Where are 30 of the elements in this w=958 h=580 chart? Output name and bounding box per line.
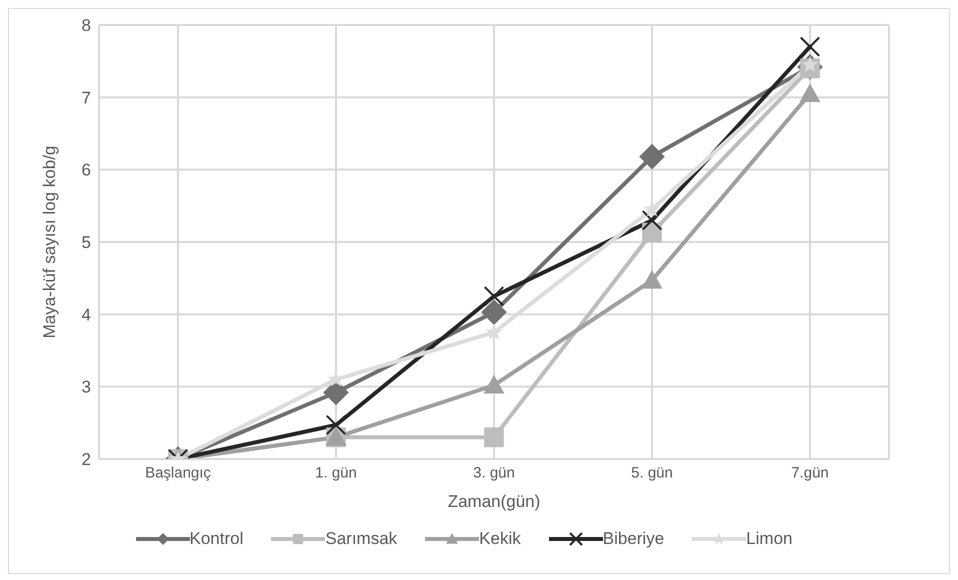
point: [484, 427, 504, 448]
point: [481, 299, 507, 325]
point: [642, 210, 662, 230]
x-tick-label: 3. gün: [473, 464, 515, 482]
y-tick-label: 8: [82, 16, 91, 36]
x-axis-title: Zaman(gün): [448, 492, 540, 511]
y-tick-label: 5: [82, 233, 91, 252]
x-tick-label: 5. gün: [631, 464, 673, 482]
legend-label: Kekik: [479, 529, 521, 549]
point: [800, 36, 820, 57]
x-tick-label: Başlangıç: [145, 464, 212, 482]
point: [486, 324, 502, 340]
point: [800, 83, 820, 102]
legend-label: Limon: [746, 529, 792, 549]
x-tick-label: 1. gün: [315, 464, 357, 482]
x-tick-label: 7.gün: [791, 464, 829, 482]
y-tick-label: 7: [82, 88, 91, 108]
legend-label: Biberiye: [602, 529, 664, 549]
point: [639, 144, 665, 170]
point: [484, 286, 504, 306]
y-tick-label: 2: [82, 450, 91, 470]
point: [484, 374, 504, 394]
point: [326, 414, 346, 436]
y-axis-title: Maya-küf sayısı log kob/g: [40, 146, 60, 338]
legend-label: Kontrol: [190, 529, 244, 549]
legend-label: Sarımsak: [325, 529, 398, 549]
y-tick-label: 6: [82, 160, 91, 180]
point: [642, 270, 662, 289]
y-tick-label: 3: [82, 378, 91, 397]
y-tick-label: 4: [82, 305, 91, 324]
